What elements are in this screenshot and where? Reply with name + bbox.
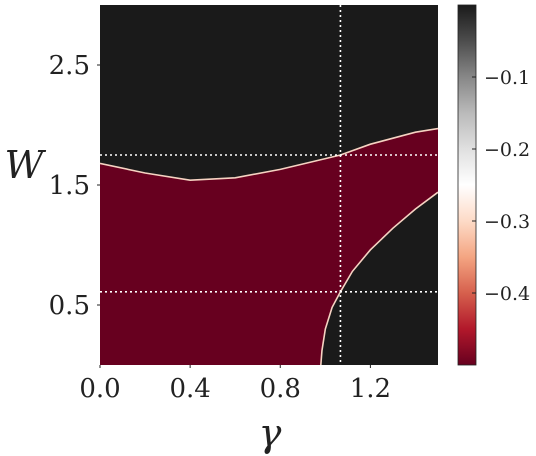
- x-tick-label: 0.4: [169, 374, 210, 404]
- colorbar-tick-label: −0.4: [484, 283, 530, 305]
- y-tick-label: 0.5: [49, 291, 90, 321]
- colorbar-tick-label: −0.2: [484, 139, 530, 161]
- x-tick-label: 1.2: [350, 374, 391, 404]
- boundary-line: [320, 191, 438, 365]
- plot-area: [100, 5, 438, 365]
- x-tick-label: 0.0: [79, 374, 120, 404]
- colorbar-tick-label: −0.3: [484, 211, 530, 233]
- boundary-line: [100, 127, 438, 182]
- y-tick-label: 2.5: [49, 51, 90, 81]
- y-tick-label: 1.5: [49, 171, 90, 201]
- colorbar: [457, 4, 477, 366]
- x-axis-label: γ: [259, 411, 282, 455]
- x-tick-label: 0.8: [260, 374, 301, 404]
- y-axis-label: W: [4, 143, 46, 187]
- region: [100, 128, 438, 365]
- colorbar-tick-label: −0.1: [484, 67, 530, 89]
